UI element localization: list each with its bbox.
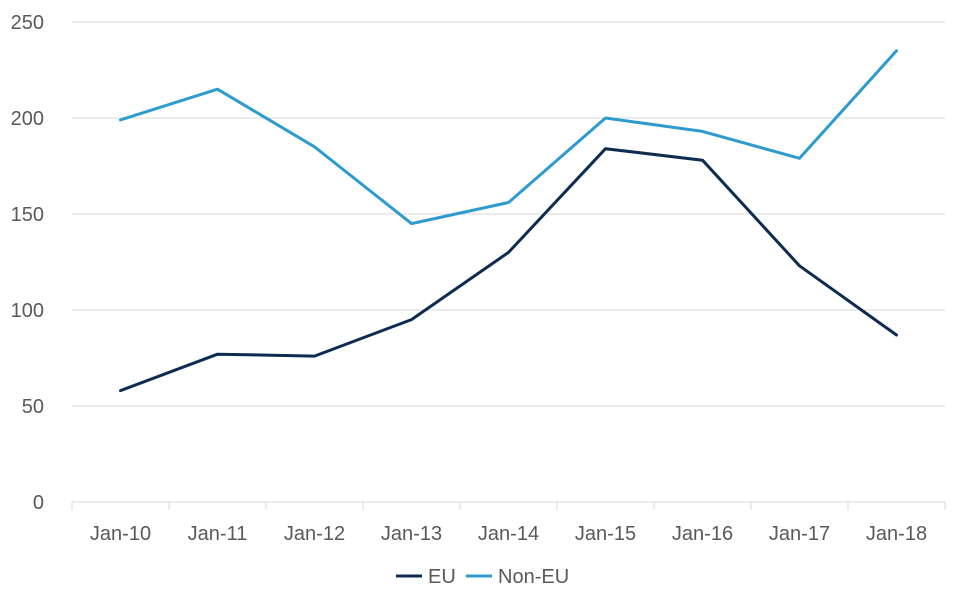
x-tick-label: Jan-17 <box>769 523 830 545</box>
x-tick-label: Jan-11 <box>188 523 248 545</box>
x-tick-label: Jan-15 <box>575 523 636 545</box>
x-tick-label: Jan-18 <box>866 523 927 545</box>
y-tick-label: 0 <box>33 492 44 514</box>
y-tick-label: 200 <box>11 108 44 130</box>
series-line-non-eu <box>119 49 898 226</box>
y-tick-label: 150 <box>11 204 44 226</box>
y-tick-label: 50 <box>22 396 44 418</box>
series-line-eu <box>119 147 898 393</box>
x-axis <box>71 501 946 510</box>
y-axis: 0 50 100 150 200 250 <box>11 12 44 514</box>
legend: EU Non-EU <box>396 566 569 588</box>
x-tick-label: Jan-10 <box>90 523 151 545</box>
x-tick-label: Jan-12 <box>284 523 345 545</box>
y-tick-label: 100 <box>11 300 44 322</box>
series-lines <box>119 49 898 393</box>
legend-label: Non-EU <box>498 566 569 588</box>
x-tick-label: Jan-13 <box>381 523 442 545</box>
x-tick-label: Jan-14 <box>478 523 539 545</box>
gridlines <box>72 21 945 407</box>
x-axis-labels: Jan-10 Jan-11 Jan-12 Jan-13 Jan-14 Jan-15 Jan-… <box>90 523 927 545</box>
y-tick-label: 250 <box>11 12 44 34</box>
x-tick-label: Jan-16 <box>672 523 733 545</box>
legend-label: EU <box>428 566 456 588</box>
